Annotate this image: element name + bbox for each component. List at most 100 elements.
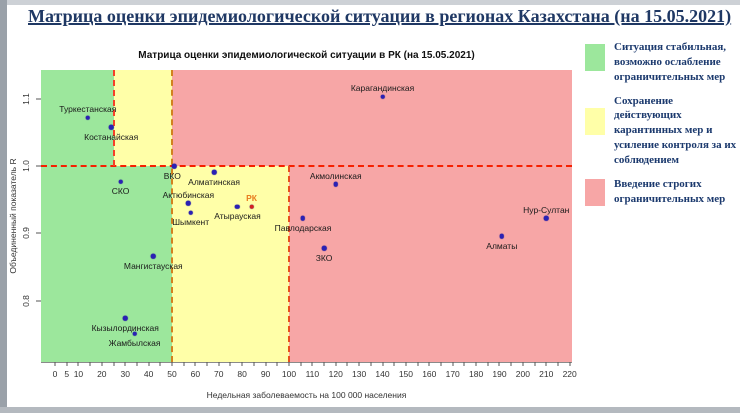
x-axis-tick bbox=[194, 362, 196, 366]
slide-edge-left bbox=[0, 0, 7, 413]
point-label: Костанайская bbox=[84, 131, 139, 142]
data-point bbox=[108, 124, 114, 130]
x-axis-tick-label: 110 bbox=[305, 369, 320, 379]
point-label: Акмолинская bbox=[309, 170, 362, 181]
x-axis-tick bbox=[241, 362, 243, 366]
legend: Ситуация стабильная, возможно ослабление… bbox=[585, 40, 737, 215]
x-axis-tick bbox=[148, 362, 150, 366]
x-axis-tick bbox=[346, 362, 348, 366]
data-point bbox=[499, 233, 505, 239]
risk-zone-strict-measures bbox=[171, 70, 572, 167]
data-point bbox=[300, 215, 306, 221]
x-axis-tick-label: 120 bbox=[328, 369, 343, 379]
x-axis-tick bbox=[417, 362, 419, 366]
slide-edge-top bbox=[0, 0, 740, 5]
x-axis-tick-label: 80 bbox=[237, 369, 247, 379]
x-axis-tick bbox=[569, 362, 571, 366]
y-axis-tick bbox=[36, 98, 41, 100]
x-axis-tick bbox=[124, 362, 126, 366]
x-axis-tick-label: 10 bbox=[73, 369, 84, 379]
x-axis-tick bbox=[475, 362, 477, 366]
x-axis-tick-label: 130 bbox=[352, 369, 367, 379]
legend-label: Сохранение действующих карантинных мер и… bbox=[614, 94, 737, 166]
x-axis-tick bbox=[136, 362, 138, 366]
x-axis-tick bbox=[534, 362, 536, 366]
x-axis-tick bbox=[370, 362, 372, 366]
data-point bbox=[151, 254, 156, 259]
x-axis-tick-label: 50 bbox=[167, 369, 177, 379]
x-axis-tick-label: 190 bbox=[492, 369, 507, 379]
x-axis-line bbox=[41, 362, 572, 363]
point-label: Алматы bbox=[486, 240, 518, 251]
x-axis-tick-label: 210 bbox=[539, 369, 554, 379]
x-axis-tick-label: 70 bbox=[214, 369, 224, 379]
chart-title: Матрица оценки эпидемиологической ситуац… bbox=[138, 50, 475, 61]
point-label: Нур-Султан bbox=[523, 204, 570, 215]
point-label: Павлодарская bbox=[274, 222, 332, 233]
slide-edge-bottom bbox=[0, 407, 740, 413]
data-point bbox=[172, 163, 177, 169]
x-axis-tick bbox=[101, 362, 103, 366]
threshold-line bbox=[170, 70, 173, 362]
x-axis-tick-label: 150 bbox=[398, 369, 413, 379]
x-axis-tick-label: 180 bbox=[468, 369, 484, 379]
x-axis-tick bbox=[54, 362, 56, 366]
threshold-line bbox=[287, 166, 290, 362]
y-axis-tick-label: 0.8 bbox=[21, 294, 31, 307]
x-axis-tick bbox=[545, 362, 547, 366]
legend-swatch bbox=[585, 178, 605, 206]
legend-swatch bbox=[585, 44, 605, 71]
x-axis-tick bbox=[300, 362, 302, 366]
x-axis-tick bbox=[89, 362, 91, 366]
x-axis-tick-label: 5 bbox=[64, 369, 70, 379]
x-axis-tick bbox=[405, 362, 407, 366]
x-axis-tick bbox=[276, 362, 278, 366]
x-axis-tick bbox=[382, 362, 384, 366]
point-label: Жамбылская bbox=[108, 338, 161, 349]
x-axis-tick-label: 160 bbox=[422, 369, 437, 379]
risk-zone-keep-measures bbox=[113, 70, 172, 167]
x-axis-tick bbox=[358, 362, 360, 366]
x-axis-tick-label: 90 bbox=[260, 369, 271, 379]
legend-item: Ситуация стабильная, возможно ослабление… bbox=[585, 40, 737, 85]
data-point bbox=[333, 182, 338, 187]
data-point bbox=[186, 200, 191, 206]
x-axis-label: Недельная заболеваемость на 100 000 насе… bbox=[206, 390, 407, 400]
data-point bbox=[85, 115, 91, 121]
x-axis-tick-label: 30 bbox=[120, 369, 130, 379]
data-point bbox=[118, 179, 123, 184]
x-axis-tick-label: 0 bbox=[52, 369, 58, 379]
x-axis-tick-label: 100 bbox=[281, 369, 297, 379]
point-label: Алматинская bbox=[188, 176, 241, 187]
x-axis-tick bbox=[487, 362, 489, 366]
threshold-line bbox=[41, 165, 572, 168]
x-axis-tick bbox=[171, 362, 173, 366]
x-axis-tick bbox=[463, 362, 465, 366]
legend-label: Ситуация стабильная, возможно ослабление… bbox=[614, 41, 727, 83]
x-axis-tick bbox=[335, 362, 337, 366]
x-axis-tick-label: 170 bbox=[445, 369, 460, 379]
x-axis-tick bbox=[557, 362, 559, 366]
point-label: РК bbox=[246, 193, 257, 204]
y-axis-tick-label: 1.0 bbox=[21, 160, 31, 173]
y-axis-tick-label: 1.1 bbox=[21, 93, 31, 105]
x-axis-tick bbox=[522, 362, 524, 366]
x-axis-tick-label: 60 bbox=[190, 369, 201, 379]
x-axis-tick bbox=[428, 362, 430, 366]
legend-label: Введение строгих ограничительных мер bbox=[614, 177, 726, 205]
point-label: СКО bbox=[111, 186, 130, 197]
y-axis-tick bbox=[36, 300, 41, 302]
risk-zone-strict-measures bbox=[288, 166, 572, 362]
legend-item: Введение строгих ограничительных мер bbox=[585, 177, 737, 207]
x-axis-tick bbox=[393, 362, 395, 366]
point-label: Мангистауская bbox=[123, 260, 183, 271]
x-axis-tick-label: 220 bbox=[562, 369, 577, 379]
x-axis-tick-label: 200 bbox=[515, 369, 530, 379]
data-point bbox=[188, 210, 193, 215]
x-axis-tick bbox=[206, 362, 208, 366]
data-point bbox=[235, 204, 240, 209]
risk-zone-stable bbox=[41, 166, 172, 362]
point-label: ВКО bbox=[163, 170, 181, 181]
x-axis-tick-label: 40 bbox=[143, 369, 154, 379]
